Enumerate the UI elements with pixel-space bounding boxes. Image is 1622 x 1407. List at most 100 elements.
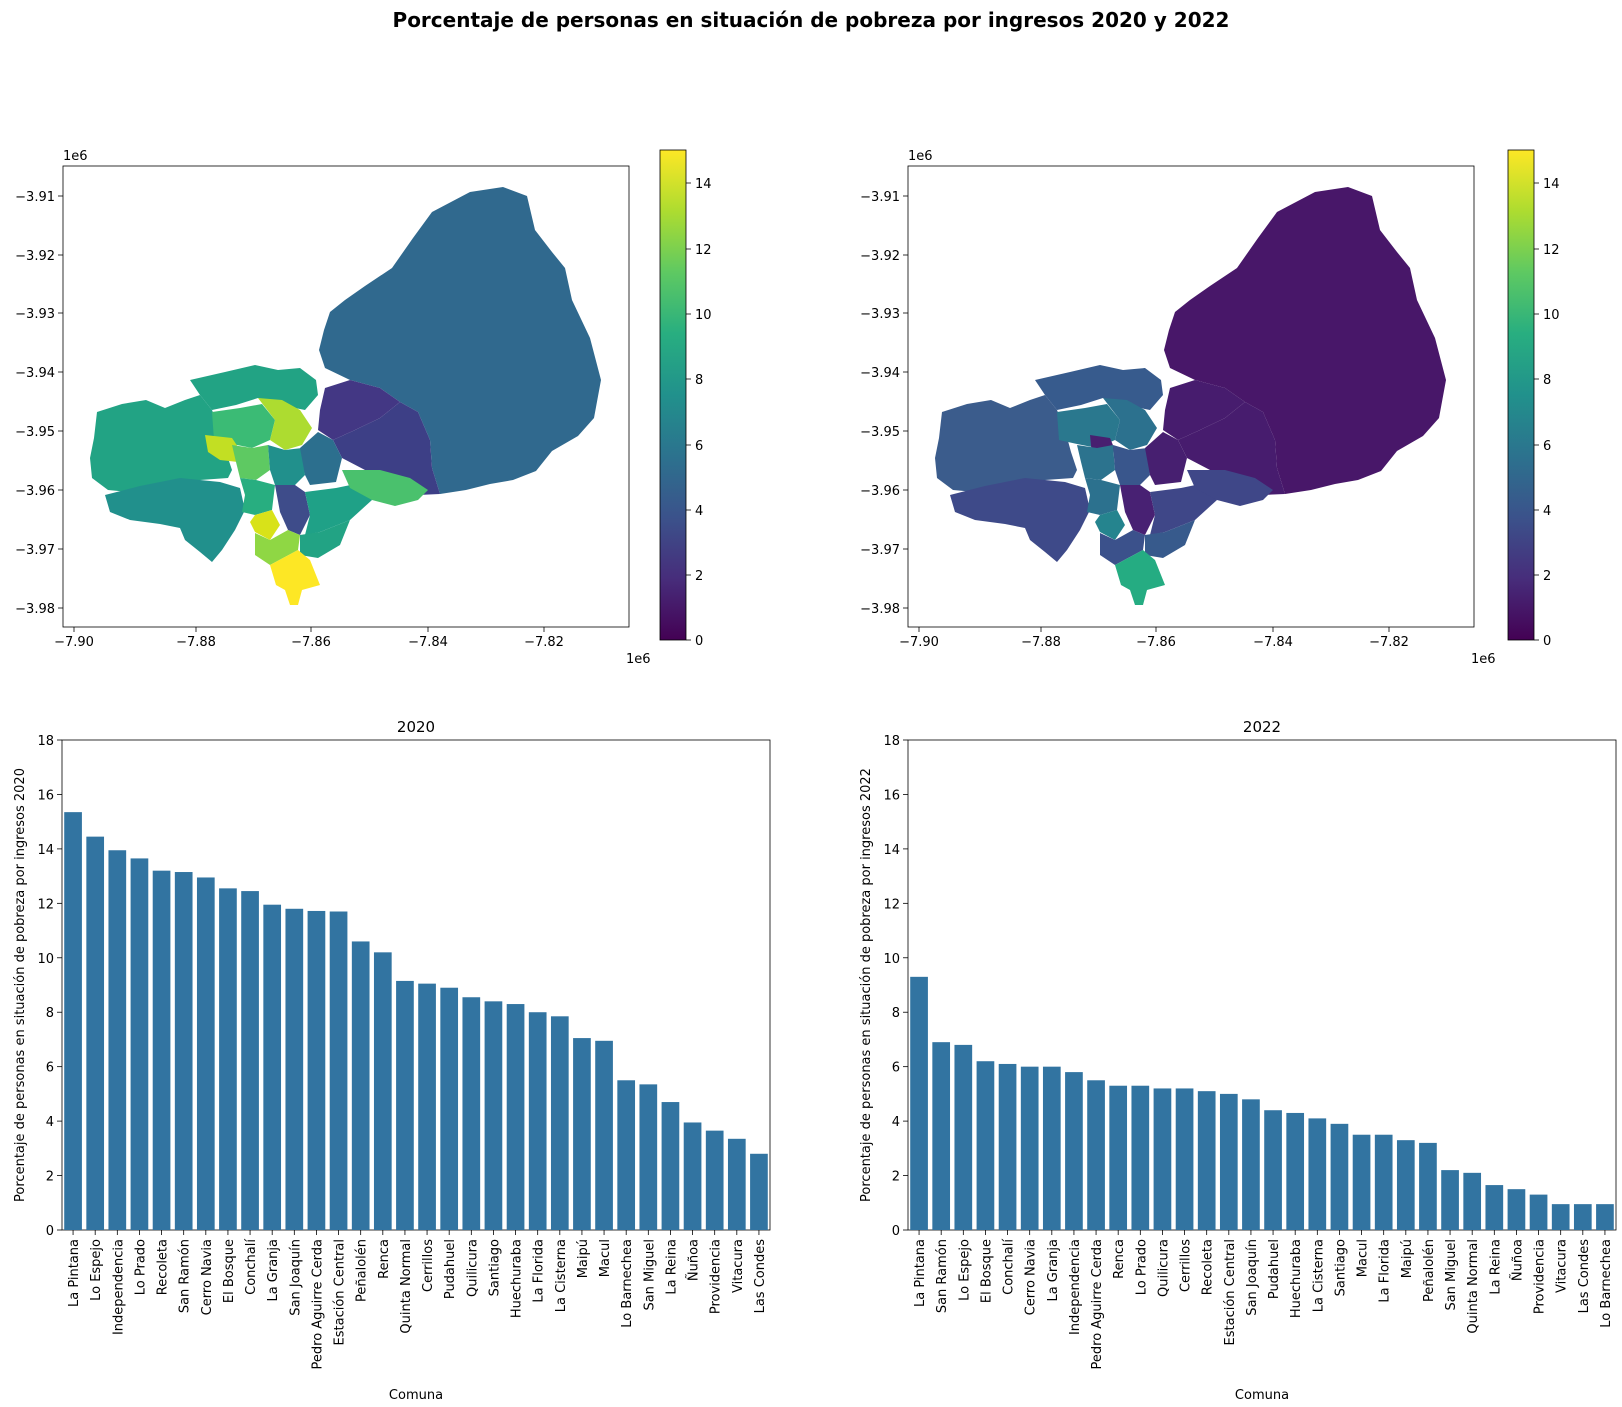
bar2020-category-label: La Granja [266,1239,281,1302]
map-2020-region-center-13 [300,520,350,558]
bar2022-category-label: Santiago [1333,1239,1348,1296]
bar2020-bar [683,1122,702,1230]
map-2022-x-tick-label: −7.84 [1253,635,1293,650]
bar2020-bar [528,1012,547,1230]
bar2020-bar [639,1084,658,1230]
bar2022-bar [1507,1189,1526,1230]
map-2022-colorbar-label: 6 [1543,439,1551,454]
map-2020-x-tick-label: −7.82 [524,635,564,650]
bar2020-bar [506,1004,525,1230]
bar2022-category-label: Huechuraba [1289,1239,1304,1318]
bar2020-bar [351,941,370,1230]
map-2022-y-tick-label: −3.93 [860,307,900,322]
bar2022-category-label: Vitacura [1555,1239,1570,1293]
bar2022-y-tick-label: 8 [892,1006,900,1021]
bar2022-category-label: San Joaquín [1245,1239,1260,1316]
bar2020-bar [418,983,436,1230]
bar2022-bar [1485,1185,1504,1230]
bar2020-category-label: Lo Barnechea [620,1239,635,1328]
bar2020-category-label: Estación Central [333,1239,348,1345]
map-2022-region-center-9 [1095,510,1125,540]
bar2020-category-label: Peñalolén [355,1239,370,1302]
bar2022-bar [1175,1088,1194,1230]
bar2022-bar [1153,1088,1172,1230]
map-2020-region-center-8 [275,485,310,535]
bar2020-y-tick-label: 18 [37,734,54,749]
bar2022-category-label: San Miguel [1444,1239,1459,1311]
bar2020-category-label: Quilicura [465,1239,480,1297]
map-2022-colorbar-label: 10 [1543,308,1560,323]
map-2020 [62,149,687,641]
bar2020-bar [130,858,149,1230]
bar2022-bar [1219,1093,1238,1230]
map-2022-region-center-2 [1103,398,1157,450]
bar2020-category-label: Recoleta [156,1239,171,1295]
bar2022-y-axis-label: Porcentaje de personas en situación de p… [859,768,874,1202]
bar2022-category-label: La Pintana [913,1239,928,1307]
bar2022-bar [1197,1091,1216,1230]
map-2020-region-southwest [105,478,245,562]
bar2020-category-label: Ñuñoa [686,1239,702,1281]
map-2022-region-center-11 [1187,470,1273,506]
map-2020-region-center-5 [268,445,305,485]
map-2020-region-center-12 [255,530,300,565]
bar2020-y-axis-label: Porcentaje de personas en situación de p… [13,768,28,1202]
bar2022-category-label: Cerro Navia [1024,1239,1039,1315]
bar2022-bar [1396,1140,1415,1230]
bar2022-bar [1330,1123,1349,1230]
map-2020-region-east [319,187,601,494]
bar2020-category-label: Independencia [111,1239,126,1335]
bar2020-plot-frame [61,739,771,1231]
map-2020-region-center-2 [258,398,312,450]
map-2022-y-tick-label: −3.91 [860,190,900,205]
bar2022-bar [1573,1204,1592,1230]
bar2022-plot-frame [907,739,1617,1231]
bar2020-bar [373,952,392,1230]
bar2020-y-tick-label: 6 [46,1061,54,1076]
bar2022-bar [1374,1134,1393,1230]
bar2022-bar [1264,1110,1282,1230]
bar2020-category-label: Pudahuel [443,1239,458,1299]
map-2020-colorbar-label: 2 [695,569,703,584]
map-2022-region-purple-1 [1178,402,1285,495]
map-2022-region-center-5 [1113,445,1150,485]
bar2020-category-label: Pedro Aguirre Cerda [310,1239,325,1369]
map-2020-region-center-1 [212,404,275,448]
bar2020-bar [661,1102,680,1230]
map-2022-region-center-4 [1077,445,1115,480]
bar2022-bar [1352,1134,1371,1230]
bar2022-y-tick-label: 14 [883,843,900,858]
map-2020-region-center-9 [250,510,280,540]
bar2020-bar [307,910,326,1230]
bar2022-bar [1308,1118,1327,1230]
map-2020-y-tick-label: −3.96 [15,484,55,499]
bar2022-bar [1020,1066,1039,1230]
map-2022-region-purple-2 [1163,380,1245,440]
bar2020-category-label: Providencia [709,1239,724,1314]
bar2022-category-label: Recoleta [1201,1239,1216,1295]
map-2020-x-tick-label: −7.86 [291,635,331,650]
bar2022-bar [1551,1204,1570,1230]
bar2020-category-label: Santiago [487,1239,502,1296]
map-2022-colorbar-label: 8 [1543,373,1551,388]
bar2020-category-label: Cerro Navia [200,1239,215,1315]
bar2022-bar [1109,1085,1128,1230]
map-2020-y-tick-label: −3.91 [15,190,55,205]
map-2022-region-northwest [1035,365,1163,410]
map-2022-x-offset: 1e6 [1471,652,1496,667]
map-2022-colorbar-label: 12 [1543,243,1560,258]
bar2020-x-axis-label: Comuna [389,1388,443,1403]
bar2020-bar [484,1001,503,1230]
bar2022-y-tick-label: 0 [892,1224,900,1239]
map-2022-y-tick-label: −3.92 [860,249,900,264]
bar2022-title: 2022 [1243,718,1281,736]
bar2022-category-label: Las Condes [1577,1239,1592,1314]
map-2022-y-tick-label: −3.98 [860,602,900,617]
map-2022-region-center-6 [1145,432,1187,485]
bar2022-category-label: La Cisterna [1311,1239,1326,1312]
bar2020-category-label: La Pintana [67,1239,82,1307]
bar2020-category-label: La Cisterna [554,1239,569,1312]
map-2022-x-tick-label: −7.86 [1136,635,1176,650]
bar2022-category-label: Quilicura [1156,1239,1171,1297]
bar2020-y-tick-label: 16 [37,788,54,803]
